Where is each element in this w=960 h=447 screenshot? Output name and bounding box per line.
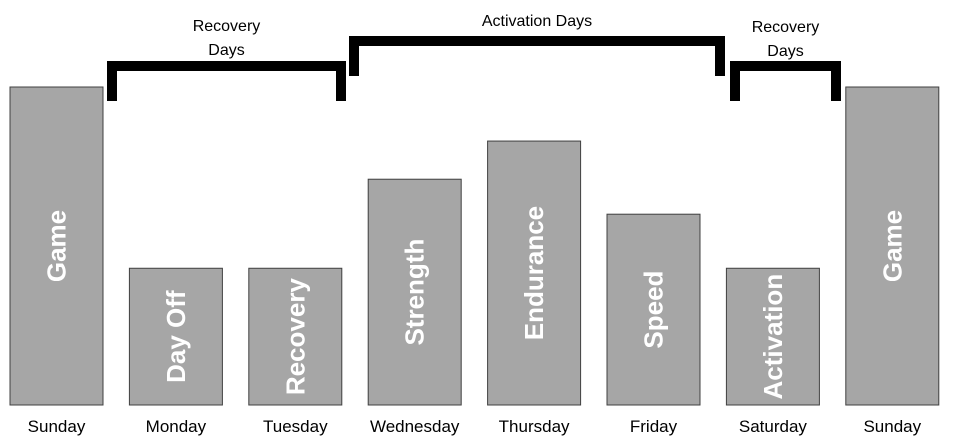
bar-4	[367, 178, 462, 406]
bracket-1	[107, 61, 346, 101]
bracket-3	[730, 61, 841, 101]
bar-label-3: Recovery	[280, 278, 310, 396]
day-label-1: Sunday	[28, 417, 86, 436]
bar-label-1: Game	[42, 210, 72, 282]
bar-label-5: Endurance	[519, 206, 549, 340]
bracket-label-3-line-2: Days	[767, 43, 803, 60]
bracket-2	[349, 36, 725, 76]
bracket-label-1-line-2: Days	[208, 42, 244, 59]
day-label-5: Thursday	[499, 417, 570, 436]
bar-6	[606, 213, 701, 406]
bar-label-7: Activation	[758, 274, 788, 400]
day-label-7: Saturday	[739, 417, 808, 436]
bar-label-2: Day Off	[161, 290, 191, 383]
bar-5	[487, 140, 582, 406]
bar-label-4: Strength	[400, 239, 430, 346]
bar-1	[9, 86, 104, 406]
day-label-4: Wednesday	[370, 417, 460, 436]
group-brackets: Recovery Days Activation Days Recovery Days	[107, 13, 841, 101]
bar-label-8: Game	[877, 210, 907, 282]
bars: Game Day Off Recovery Strength Endurance Spee…	[9, 86, 940, 406]
bracket-label-1-line-1: Recovery	[193, 18, 261, 35]
day-label-6: Friday	[630, 417, 678, 436]
bar-3	[248, 267, 343, 406]
day-label-2: Monday	[146, 417, 207, 436]
bar-label-6: Speed	[639, 271, 669, 349]
day-label-3: Tuesday	[263, 417, 328, 436]
day-labels: Sunday Monday Tuesday Wednesday Thursday Frid…	[28, 417, 922, 436]
bracket-label-2-line-1: Activation Days	[482, 13, 592, 30]
day-label-8: Sunday	[863, 417, 921, 436]
bar-2	[128, 267, 223, 406]
bar-8	[845, 86, 940, 406]
bracket-label-3-line-1: Recovery	[752, 19, 820, 36]
bar-7	[725, 267, 820, 406]
